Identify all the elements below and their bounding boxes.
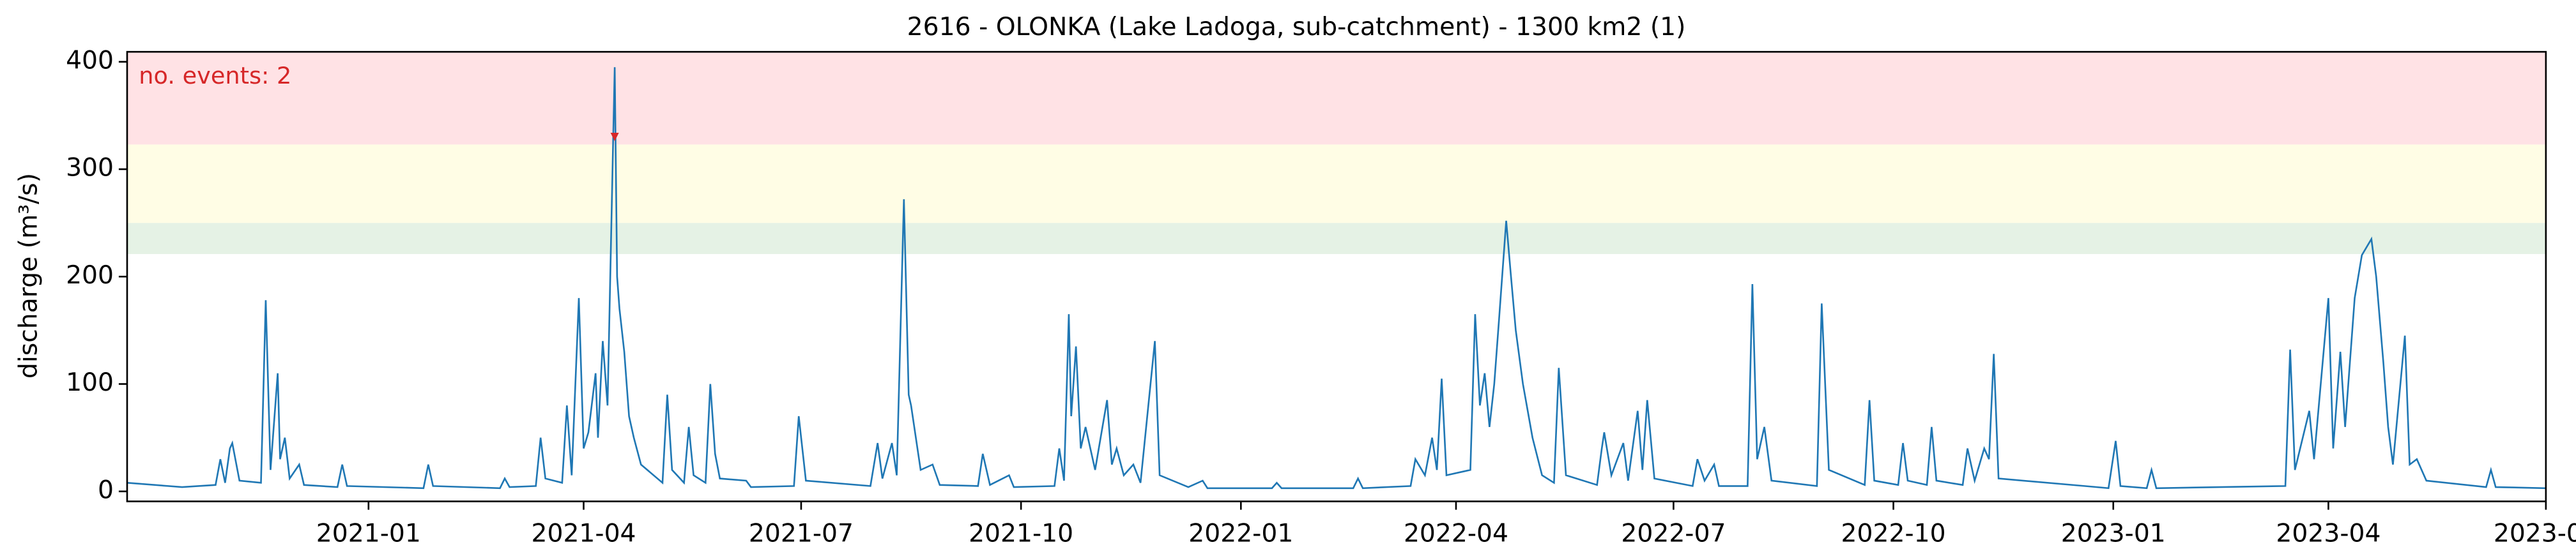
y-tick-label: 300 bbox=[66, 154, 114, 183]
y-tick-label: 100 bbox=[66, 368, 114, 397]
x-tick-label: 2022-07 bbox=[1621, 519, 1726, 548]
x-tick-label: 2022-10 bbox=[1841, 519, 1946, 548]
threshold-band bbox=[126, 144, 2546, 223]
x-tick-label: 2023-04 bbox=[2276, 519, 2380, 548]
x-tick-label: 2021-01 bbox=[316, 519, 421, 548]
threshold-band bbox=[126, 223, 2546, 254]
x-tick-label: 2021-04 bbox=[531, 519, 636, 548]
y-tick-label: 0 bbox=[98, 476, 114, 504]
threshold-band bbox=[126, 52, 2546, 145]
chart-title: 2616 - OLONKA (Lake Ladoga, sub-catchmen… bbox=[907, 13, 1686, 41]
plot-frame bbox=[126, 50, 2547, 502]
y-axis-label: discharge (m³/s) bbox=[15, 173, 43, 379]
x-tick-label: 2022-04 bbox=[1404, 519, 1508, 548]
y-tick-label: 200 bbox=[66, 261, 114, 290]
events-annotation: no. events: 2 bbox=[139, 62, 291, 89]
x-tick-label: 2021-07 bbox=[749, 519, 854, 548]
event-marker bbox=[610, 133, 619, 142]
x-tick-label: 2023-01 bbox=[2061, 519, 2166, 548]
x-tick-label: 2022-01 bbox=[1188, 519, 1293, 548]
x-tick-label: 2021-10 bbox=[969, 519, 1073, 548]
x-tick-label: 2023-07 bbox=[2494, 519, 2576, 548]
y-tick-label: 400 bbox=[66, 46, 114, 75]
discharge-line bbox=[126, 67, 2546, 490]
